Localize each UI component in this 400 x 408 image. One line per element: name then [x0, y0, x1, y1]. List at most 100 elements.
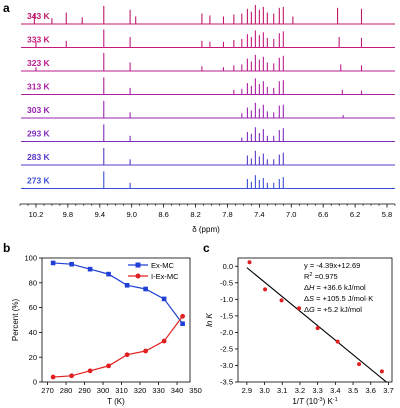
x-title-tail: ) K — [323, 397, 334, 406]
vant-hoff-x-tick-label: 3.2 — [295, 386, 305, 395]
data-point-i-ex-mc — [143, 348, 149, 354]
vant-hoff-x-tick-label: 3.7 — [383, 386, 393, 395]
temperature-label-273-k: 273 K — [27, 176, 51, 186]
vant-hoff-y-tick-label: -1.5 — [220, 311, 233, 320]
percent-y-tick-label: 60 — [29, 303, 37, 312]
legend-marker-i-ex-mc — [135, 273, 141, 279]
nmr-temperature-labels: 343 K 333 K 323 K 313 K 303 K 293 K 283 K 273 K — [27, 11, 51, 186]
dg-symbol: Δ — [304, 305, 309, 314]
data-point — [297, 306, 302, 311]
percent-y-tick-label: 20 — [29, 353, 37, 362]
percent-x-tick-label: 290 — [78, 386, 91, 395]
panel-label-c: c — [203, 241, 210, 255]
x-title-suffix: (10 — [304, 397, 318, 406]
data-point-i-ex-mc — [124, 352, 130, 358]
data-point-i-ex-mc — [69, 373, 74, 379]
nmr-x-ticks: 10.2 9.8 9.4 9.0 8.6 8.2 7.8 7.4 7.0 6.6 6.2 5.8 — [19, 204, 396, 219]
temperature-label-293-k: 293 K — [27, 129, 51, 139]
data-point — [379, 369, 384, 374]
panel-label-b: b — [3, 241, 10, 255]
percent-x-tick-label: 280 — [60, 386, 73, 395]
nmr-x-tick-label: 8.6 — [158, 210, 168, 219]
temperature-label-333-k: 333 K — [27, 35, 51, 45]
y-axis-title-text: ln K — [205, 312, 214, 326]
r2-sup: 2 — [309, 272, 312, 278]
data-point — [315, 326, 320, 331]
ds-var: S — [309, 294, 314, 303]
percent-x-tick-label: 320 — [134, 386, 147, 395]
vant-hoff-y-tick-label: -2.0 — [220, 328, 233, 337]
vant-hoff-y-tick-label: -1.0 — [220, 295, 233, 304]
enthalpy-annotation: ΔH = +36.6 kJ/mol — [304, 283, 366, 292]
nmr-x-tick-label: 6.2 — [350, 210, 360, 219]
vant-hoff-panel: 2.9 3.0 3.1 3.2 3.3 3.4 3.5 3.6 3.7 0.0 -0.5 -1.0 -1… — [205, 257, 394, 406]
data-point-i-ex-mc — [50, 374, 56, 380]
legend-marker-ex-mc — [135, 262, 141, 268]
vant-hoff-y-tick-label: -2.5 — [220, 345, 233, 354]
nmr-x-tick-label: 7.8 — [222, 210, 232, 219]
dg-var: G — [309, 305, 315, 314]
temperature-label-303-k: 303 K — [27, 105, 51, 115]
vant-hoff-y-tick-label: -3.0 — [220, 361, 233, 370]
percent-x-tick-label: 350 — [189, 386, 202, 395]
ds-symbol: Δ — [304, 294, 309, 303]
percent-y-tick-label: 0 — [33, 378, 37, 387]
nmr-spectrum-343-k — [21, 5, 395, 25]
data-point — [335, 339, 340, 344]
r2-prefix: R — [304, 272, 310, 281]
nmr-x-tick-label: 7.0 — [286, 210, 296, 219]
percent-x-tick-label: 270 — [41, 386, 54, 395]
data-point-ex-mc — [143, 286, 148, 292]
x-title-sup: -3 — [318, 397, 323, 403]
data-point-ex-mc — [87, 266, 93, 272]
percent-y-tick-label: 40 — [29, 328, 37, 337]
nmr-x-tick-label: 9.4 — [95, 210, 105, 219]
x-title-sup2: -1 — [333, 397, 338, 403]
series-i-ex-mc — [50, 313, 186, 380]
nmr-x-tick-label: 9.8 — [63, 210, 73, 219]
data-point-i-ex-mc — [180, 313, 186, 319]
panel-label-a: a — [3, 1, 10, 15]
nmr-spectrum-283-k — [21, 147, 395, 166]
temperature-label-283-k: 283 K — [27, 152, 51, 162]
nmr-spectrum-293-k — [21, 124, 395, 142]
vant-hoff-x-tick-label: 3.0 — [259, 386, 269, 395]
nmr-spectra-stack — [21, 5, 395, 189]
data-point — [263, 287, 268, 292]
nmr-spectrum-273-k — [21, 171, 395, 189]
entropy-annotation: ΔS = +105.5 J/mol·K — [304, 294, 373, 303]
gibbs-annotation: ΔG = +5.2 kJ/mol — [304, 305, 362, 314]
temperature-label-323-k: 323 K — [27, 58, 51, 68]
series-line-i-ex-mc — [53, 315, 184, 378]
nmr-spectrum-313-k — [21, 77, 395, 95]
percent-x-tick-label: 340 — [171, 386, 184, 395]
dh-var: H — [309, 283, 315, 292]
nmr-spectrum-323-k — [21, 52, 395, 72]
vant-hoff-plot-frame — [237, 257, 393, 383]
nmr-x-axis-title: δ (ppm) — [192, 225, 220, 234]
nmr-x-tick-label: 7.4 — [254, 210, 264, 219]
nmr-x-tick-label: 9.0 — [126, 210, 136, 219]
legend-label-i-ex-mc: I-Ex-MC — [151, 272, 179, 281]
percent-y-axis-title: Percent (%) — [11, 299, 20, 342]
ds-value: = +105.5 J/mol·K — [314, 294, 373, 303]
vant-hoff-x-axis-title: 1/T (10-3) K-1 — [292, 397, 337, 406]
vant-hoff-x-tick-label: 3.3 — [312, 386, 322, 395]
vant-hoff-points — [247, 260, 384, 374]
nmr-x-tick-label: 10.2 — [29, 210, 44, 219]
series-ex-mc — [50, 260, 185, 327]
vant-hoff-x-tick-label: 3.4 — [330, 386, 340, 395]
nmr-x-tick-label: 5.8 — [382, 210, 392, 219]
vant-hoff-y-axis-title: ln K — [205, 312, 214, 326]
vant-hoff-y-tick-label: -3.5 — [220, 378, 233, 387]
data-point-ex-mc — [161, 296, 167, 302]
fit-equation: y = -4.39x+12.69 — [304, 261, 360, 270]
nmr-spectrum-303-k — [21, 100, 395, 119]
data-point-i-ex-mc — [106, 363, 111, 369]
percent-series — [50, 260, 186, 380]
percent-legend: Ex-MC I-Ex-MC — [128, 261, 179, 281]
percent-x-tick-label: 310 — [115, 386, 128, 395]
percent-y-tick-label: 80 — [29, 278, 37, 287]
data-point-ex-mc — [106, 271, 111, 277]
